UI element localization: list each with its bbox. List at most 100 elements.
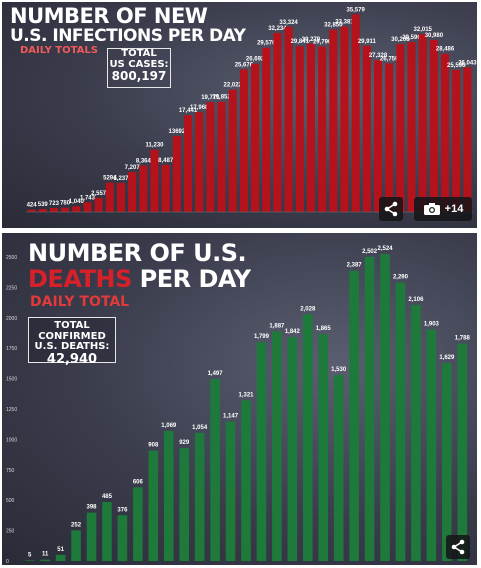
death-bar-label: 1,903: [424, 322, 440, 328]
death-bar: [117, 515, 128, 561]
deaths-y-tick-label: 0: [6, 559, 9, 565]
death-bar-label: 606: [133, 479, 144, 485]
infection-bar-label: 30,208: [391, 37, 410, 43]
infection-bar-label: 32,234: [268, 26, 287, 32]
infection-bar-label: 27,328: [369, 53, 388, 59]
death-bar: [24, 560, 35, 561]
infection-bar: [362, 45, 371, 213]
deaths-y-tick-label: 1000: [6, 437, 17, 443]
infection-bar: [463, 67, 472, 212]
gallery-count: +14: [444, 203, 464, 215]
death-bar: [272, 331, 282, 561]
infection-bar-label: 13692: [169, 129, 186, 135]
death-bar: [86, 512, 97, 561]
infection-bar: [373, 60, 383, 212]
infections-title-line1: NUMBER OF NEW: [10, 4, 208, 28]
death-bar-label: 376: [117, 507, 128, 513]
infection-bar: [385, 63, 394, 212]
death-bar-label: 1,842: [285, 329, 301, 335]
infection-bar-label: 29,790: [313, 40, 332, 46]
infection-bar: [38, 209, 47, 212]
deaths-y-tick-label: 2250: [6, 285, 17, 291]
infections-title-line2: U.S. INFECTIONS PER DAY: [10, 26, 246, 46]
death-bar-label: 252: [71, 522, 82, 528]
total-deaths-value: 42,940: [46, 351, 98, 367]
infection-bar: [340, 26, 349, 212]
death-bar-label: 1,788: [455, 336, 471, 342]
death-bar: [380, 254, 390, 561]
infection-bar: [262, 47, 271, 212]
deaths-chart-panel: 0 250 500 750 1000 1250 1500 1750 2000 2250 2500 5 1…: [2, 233, 477, 565]
infection-bar: [441, 53, 450, 212]
infection-bar-label: 780: [60, 201, 71, 207]
infection-bar-label: 1,743: [80, 195, 96, 201]
total-cases-label-2: US CASES:: [109, 58, 169, 70]
death-bar-label: 1,054: [192, 425, 208, 431]
infection-bar-label: 30,279: [302, 37, 321, 43]
deaths-subtitle: DAILY TOTAL: [30, 294, 130, 310]
deaths-title-highlight: DEATHS: [28, 265, 132, 293]
infection-bar: [72, 206, 81, 212]
infection-bar: [161, 164, 170, 212]
infection-bar-label: 29,570: [257, 41, 276, 47]
gallery-button[interactable]: +14: [414, 197, 472, 221]
infection-bar-label: 30,980: [425, 33, 444, 39]
death-bar: [102, 502, 112, 561]
deaths-y-tick-label: 1500: [6, 377, 17, 383]
death-bar-label: 1,321: [238, 392, 254, 398]
deaths-y-tick-label: 500: [6, 498, 15, 504]
deaths-y-tick-label: 1750: [6, 346, 17, 352]
infection-bar-label: 28,486: [436, 47, 455, 53]
deaths-y-tick-label: 2000: [6, 316, 17, 322]
infection-bar-label: 30,590: [402, 35, 421, 41]
death-bar-label: 1,147: [223, 414, 239, 420]
death-bar-label: 2,106: [408, 297, 424, 303]
death-bar-label: 929: [179, 440, 190, 446]
infection-bar: [239, 69, 248, 212]
infection-bar-label: 29,841: [291, 39, 310, 45]
infection-bar: [228, 89, 237, 212]
infection-bar-label: 26,759: [380, 56, 399, 62]
infection-bar-label: 11,230: [145, 143, 164, 149]
total-deaths-label-2: U.S. DEATHS:: [34, 341, 110, 352]
death-bar: [411, 304, 421, 561]
death-bar-label: 1,865: [316, 326, 332, 332]
infection-bar-label: 33,381: [335, 20, 354, 26]
death-bar-label: 1,887: [269, 324, 285, 330]
death-bar: [442, 362, 452, 561]
death-bar-label: 2,290: [393, 275, 409, 281]
infections-chart-panel: 424 539 723 780 1,040 1,743 2,557 5294 5,237 7,20…: [2, 2, 477, 228]
infection-bar: [49, 207, 58, 212]
infection-bar: [150, 149, 159, 212]
infection-bar-label: 17,968: [190, 105, 209, 111]
infection-bar-label: 29,911: [358, 39, 377, 45]
death-bar: [241, 400, 251, 561]
infection-bar-label: 19,771: [201, 95, 220, 101]
death-bar: [303, 314, 313, 561]
death-bar: [71, 530, 81, 561]
death-bar-label: 1,629: [439, 355, 455, 361]
death-bar: [395, 282, 406, 561]
total-cases-label-1: TOTAL: [121, 48, 157, 59]
infection-bar-label: 723: [49, 201, 60, 207]
deaths-share-button[interactable]: [446, 535, 470, 559]
deaths-y-tick-label: 250: [6, 529, 15, 535]
infection-bar-label: 26,692: [246, 57, 265, 63]
share-icon: [451, 539, 465, 555]
death-bar: [40, 559, 50, 561]
infection-bar-label: 19,852: [212, 95, 231, 101]
death-bar-label: 1,497: [208, 371, 224, 377]
infection-bar-label: 424: [27, 203, 38, 209]
infection-bar: [396, 44, 405, 212]
infection-bar: [429, 39, 438, 213]
infection-bar: [351, 14, 360, 213]
infection-bar: [83, 202, 92, 212]
share-button[interactable]: [379, 197, 403, 221]
death-bar: [349, 270, 359, 561]
death-bar: [287, 337, 298, 561]
infection-bar: [407, 42, 416, 212]
death-bar: [133, 487, 143, 561]
death-bar: [163, 431, 174, 561]
death-bar-label: 1,069: [161, 423, 177, 429]
infection-bar-label: 539: [38, 202, 49, 208]
